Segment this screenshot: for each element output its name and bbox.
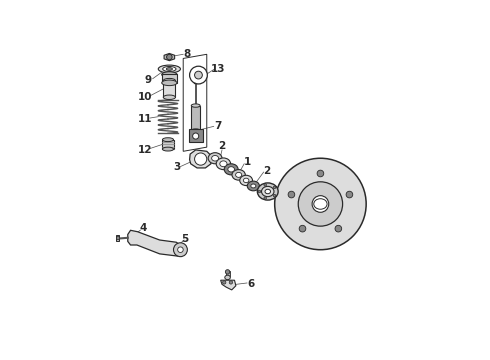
Bar — [162, 140, 173, 149]
Ellipse shape — [232, 170, 245, 180]
Ellipse shape — [163, 78, 175, 83]
Bar — [116, 235, 119, 240]
Bar — [191, 105, 200, 131]
Circle shape — [346, 191, 353, 198]
Circle shape — [317, 170, 324, 177]
Ellipse shape — [166, 68, 172, 70]
Text: 3: 3 — [173, 162, 180, 172]
Ellipse shape — [162, 80, 177, 86]
Circle shape — [298, 182, 343, 226]
Text: 1: 1 — [244, 157, 250, 167]
Text: 12: 12 — [138, 145, 152, 155]
Ellipse shape — [162, 72, 177, 77]
Circle shape — [299, 225, 306, 232]
Circle shape — [222, 281, 226, 284]
Ellipse shape — [208, 153, 222, 164]
Circle shape — [273, 186, 276, 189]
Ellipse shape — [220, 161, 227, 167]
Bar — [189, 129, 203, 141]
Text: 2: 2 — [263, 166, 270, 176]
Ellipse shape — [191, 129, 200, 132]
Circle shape — [275, 158, 366, 250]
Circle shape — [225, 270, 230, 274]
Text: 6: 6 — [247, 279, 254, 289]
Circle shape — [117, 237, 120, 240]
Ellipse shape — [265, 189, 270, 194]
Circle shape — [335, 225, 342, 232]
Ellipse shape — [228, 167, 235, 172]
Ellipse shape — [212, 156, 219, 161]
Circle shape — [167, 54, 172, 60]
Text: 2: 2 — [219, 141, 225, 151]
Text: 8: 8 — [184, 49, 191, 59]
Ellipse shape — [225, 275, 230, 280]
Ellipse shape — [162, 138, 173, 141]
Ellipse shape — [257, 183, 278, 200]
Text: 11: 11 — [138, 114, 152, 124]
Ellipse shape — [314, 199, 327, 209]
Polygon shape — [164, 53, 174, 61]
Text: 5: 5 — [181, 234, 189, 244]
Bar — [163, 81, 175, 97]
Ellipse shape — [247, 181, 259, 191]
Ellipse shape — [244, 178, 249, 183]
Circle shape — [178, 247, 183, 252]
Circle shape — [273, 194, 276, 197]
Text: 7: 7 — [214, 121, 221, 131]
Circle shape — [258, 190, 261, 193]
Ellipse shape — [163, 95, 175, 99]
Ellipse shape — [162, 147, 173, 151]
Ellipse shape — [224, 164, 238, 175]
Ellipse shape — [191, 104, 200, 107]
Circle shape — [195, 71, 202, 79]
Polygon shape — [190, 150, 211, 168]
Circle shape — [312, 195, 329, 212]
Ellipse shape — [262, 186, 274, 197]
Text: 9: 9 — [145, 75, 152, 85]
Circle shape — [264, 184, 267, 186]
Bar — [162, 74, 177, 83]
Ellipse shape — [236, 172, 242, 177]
Polygon shape — [128, 230, 183, 256]
Ellipse shape — [251, 184, 256, 188]
Ellipse shape — [193, 133, 199, 139]
Ellipse shape — [240, 175, 252, 185]
Circle shape — [195, 153, 207, 165]
Bar — [225, 271, 229, 276]
Text: 13: 13 — [211, 64, 225, 74]
Polygon shape — [220, 280, 236, 290]
Circle shape — [229, 281, 233, 284]
Ellipse shape — [163, 67, 176, 72]
Circle shape — [264, 197, 267, 199]
Circle shape — [173, 243, 187, 257]
Ellipse shape — [158, 65, 180, 73]
Circle shape — [288, 191, 295, 198]
Text: 10: 10 — [138, 92, 152, 102]
Circle shape — [190, 66, 207, 84]
Text: 4: 4 — [140, 223, 147, 233]
Ellipse shape — [216, 158, 231, 170]
